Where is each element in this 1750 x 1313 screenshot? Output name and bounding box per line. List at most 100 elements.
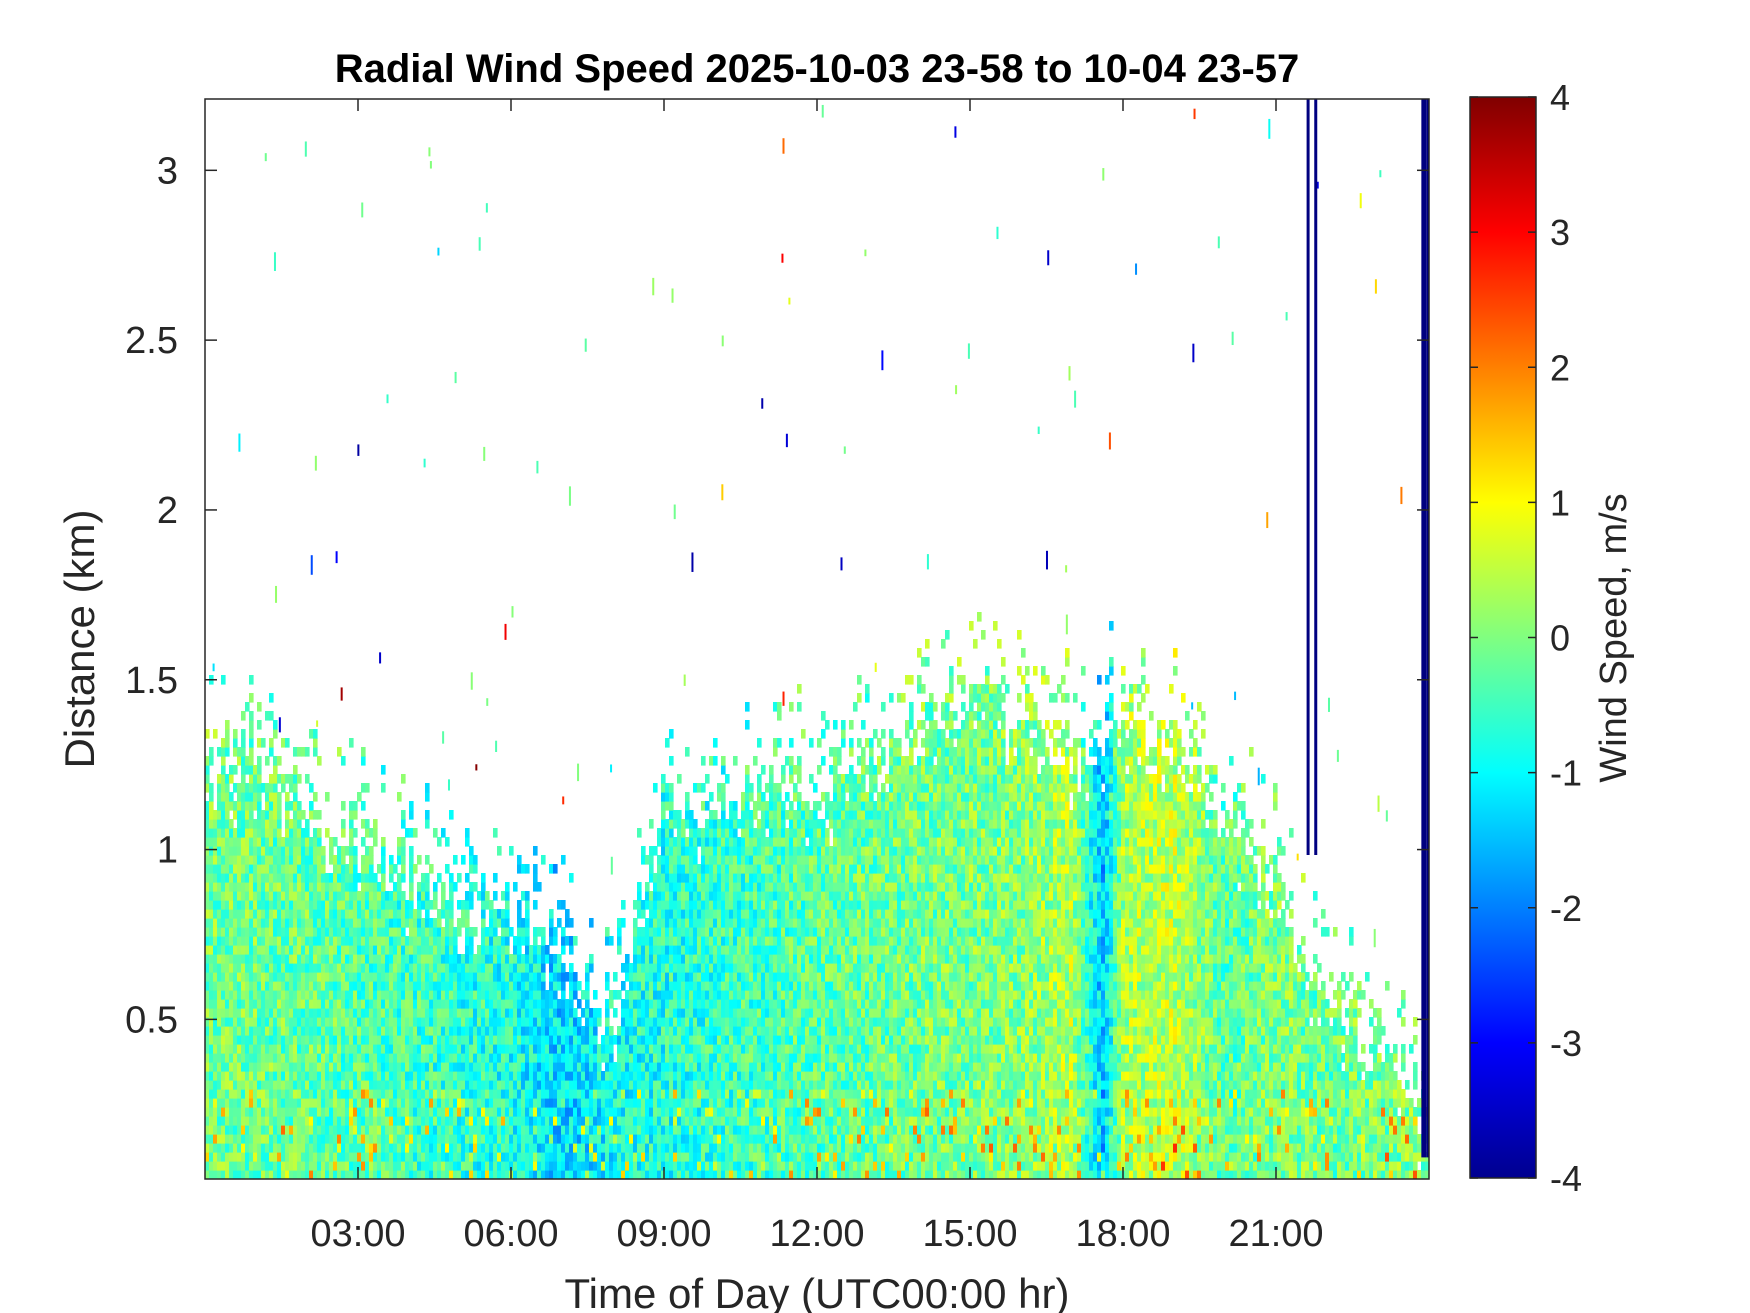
heatmap-cell [701,1071,706,1081]
heatmap-cell [693,999,698,1009]
heatmap-cell [377,945,382,955]
heatmap-cell [557,918,562,928]
heatmap-cell [421,882,426,892]
heatmap-cell [329,1080,334,1090]
heatmap-cell [433,1134,438,1144]
heatmap-cell [313,909,318,919]
heatmap-cell [221,675,226,685]
heatmap-cell [257,1026,262,1036]
heatmap-cell [237,828,242,838]
heatmap-cell [229,819,234,829]
heatmap-cell [369,918,374,928]
heatmap-cell [521,1152,526,1162]
heatmap-cell [629,1116,634,1126]
heatmap-cell [209,1089,214,1099]
heatmap-cell [213,1026,218,1036]
heatmap-cell [269,846,274,856]
heatmap-cell [393,882,398,892]
heatmap-cell [385,963,390,973]
heatmap-cell [637,1116,642,1126]
heatmap-cell [241,1062,246,1072]
heatmap-cell [301,846,306,856]
heatmap-cell [517,1044,522,1054]
heatmap-cell [421,1107,426,1117]
heatmap-cell [525,999,530,1009]
heatmap-cell [681,1008,686,1018]
heatmap-cell [305,1035,310,1045]
heatmap-cell [441,1152,446,1162]
heatmap-cell [217,927,222,937]
heatmap-cell [757,1143,762,1153]
heatmap-cell [697,1035,702,1045]
heatmap-cell [265,1035,270,1045]
heatmap-cell [697,972,702,982]
heatmap-cell [313,1098,318,1108]
heatmap-cell [665,1044,670,1054]
heatmap-cell [357,1134,362,1144]
heatmap-cell [345,1080,350,1090]
heatmap-cell [577,1125,582,1135]
heatmap-cell [745,1008,750,1018]
heatmap-cell [241,1107,246,1117]
heatmap-cell [633,927,638,937]
heatmap-cell [281,1170,286,1179]
heatmap-cell [693,900,698,910]
heatmap-cell [741,1170,746,1179]
heatmap-cell [713,1062,718,1072]
heatmap-cell [241,1008,246,1018]
heatmap-cell [313,1152,318,1162]
heatmap-cell [725,927,730,937]
heatmap-cell [549,1053,554,1063]
heatmap-cell [689,837,694,847]
heatmap-cell [593,1062,598,1072]
heatmap-cell [269,927,274,937]
heatmap-cell [225,873,230,883]
heatmap-cell [341,1098,346,1108]
heatmap-cell [285,1116,290,1126]
heatmap-cell [733,1098,738,1108]
heatmap-cell [725,1017,730,1027]
heatmap-cell [693,891,698,901]
heatmap-cell [737,1161,742,1171]
heatmap-cell [713,999,718,1009]
heatmap-cell [557,1170,562,1179]
heatmap-cell [713,1107,718,1117]
heatmap-cell [221,756,226,766]
heatmap-cell [237,747,242,757]
heatmap-cell [397,1134,402,1144]
heatmap-cell [433,891,438,901]
heatmap-cell [565,1098,570,1108]
heatmap-cell [337,1125,342,1135]
heatmap-cell [605,1125,610,1135]
heatmap-cell [233,1080,238,1090]
heatmap-cell [721,1161,726,1171]
heatmap-cell [505,1080,510,1090]
heatmap-cell [221,918,226,928]
heatmap-cell [229,936,234,946]
heatmap-cell [721,900,726,910]
heatmap-cell [361,900,366,910]
heatmap-cell [741,1116,746,1126]
heatmap-cell [521,864,526,874]
heatmap-cell [541,1089,546,1099]
heatmap-cell [605,1098,610,1108]
heatmap-cell [389,1143,394,1153]
heatmap-cell [657,909,662,919]
heatmap-cell [477,1008,482,1018]
heatmap-cell [293,936,298,946]
heatmap-cell [629,1098,634,1108]
heatmap-cell [729,1089,734,1099]
heatmap-cell [437,981,442,991]
heatmap-cell [381,963,386,973]
heatmap-cell [221,1161,226,1171]
heatmap-cell [301,1071,306,1081]
heatmap-cell [317,954,322,964]
heatmap-cell [501,1098,506,1108]
heatmap-cell [309,801,314,811]
heatmap-cell [693,954,698,964]
heatmap-cell [733,1080,738,1090]
heatmap-cell [257,819,262,829]
heatmap-cell [705,1134,710,1144]
heatmap-cell [721,1080,726,1090]
heatmap-cell [721,1044,726,1054]
